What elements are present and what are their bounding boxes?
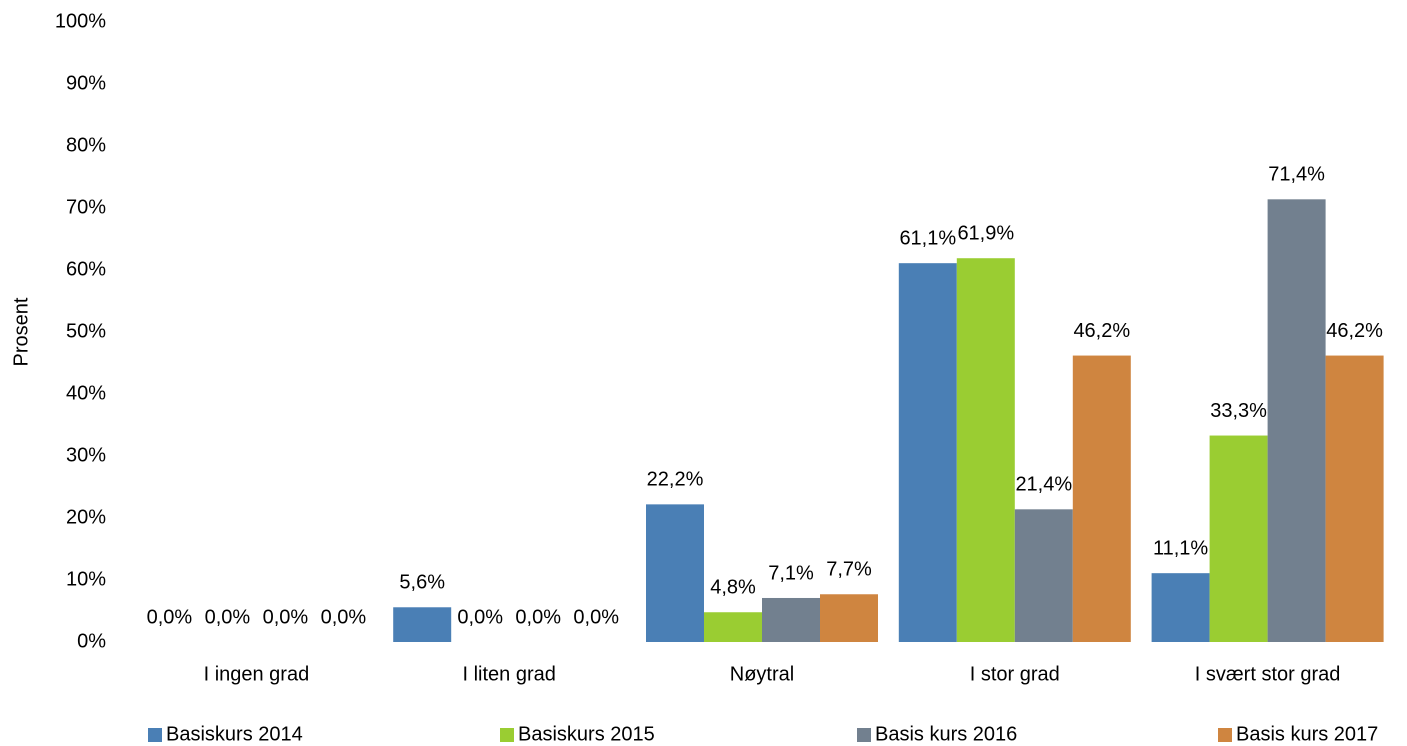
value-label: 4,8%: [710, 577, 756, 599]
bar: [1267, 199, 1326, 642]
value-label: 7,7%: [826, 559, 872, 581]
legend-label: Basiskurs 2015: [518, 723, 655, 745]
value-label: 0,0%: [263, 606, 309, 628]
x-tick-label: I ingen grad: [204, 663, 310, 685]
bar: [1151, 573, 1210, 642]
bar: [704, 612, 762, 642]
y-tick-label: 70%: [66, 196, 106, 218]
x-tick-label: I liten grad: [463, 663, 556, 685]
y-tick-label: 90%: [66, 72, 106, 94]
y-tick-label: 50%: [66, 320, 106, 342]
legend-label: Basis kurs 2016: [875, 723, 1017, 745]
bar: [820, 594, 878, 642]
value-label: 61,1%: [899, 227, 956, 249]
value-label: 61,9%: [957, 223, 1014, 245]
x-tick-label: Nøytral: [730, 663, 794, 685]
legend-swatch: [148, 728, 162, 742]
bar: [1325, 355, 1384, 642]
legend-label: Basis kurs 2017: [1236, 723, 1378, 745]
value-label: 11,1%: [1153, 537, 1208, 559]
value-label: 0,0%: [205, 606, 251, 628]
legend-swatch: [500, 728, 514, 742]
bar: [762, 597, 820, 642]
y-tick-label: 40%: [66, 382, 106, 404]
value-label: 46,2%: [1073, 320, 1130, 342]
value-label: 5,6%: [399, 572, 445, 594]
bar: [1072, 355, 1131, 642]
bar: [956, 258, 1015, 642]
legend-swatch: [1218, 728, 1232, 742]
bar: [1209, 435, 1268, 642]
value-label: 0,0%: [321, 606, 367, 628]
y-tick-label: 80%: [66, 134, 106, 156]
value-label: 22,2%: [647, 469, 704, 491]
value-label: 46,2%: [1326, 320, 1383, 342]
value-label: 33,3%: [1210, 400, 1267, 422]
y-tick-label: 20%: [66, 506, 106, 528]
y-tick-label: 100%: [55, 10, 106, 32]
legend-swatch: [857, 728, 871, 742]
value-label: 0,0%: [147, 606, 193, 628]
value-label: 7,1%: [768, 562, 814, 584]
y-axis-label: Prosent: [10, 297, 32, 366]
y-tick-label: 10%: [66, 568, 106, 590]
bar: [646, 504, 704, 642]
bar: [393, 607, 452, 642]
legend-label: Basiskurs 2014: [166, 723, 303, 745]
x-tick-label: I svært stor grad: [1195, 663, 1341, 685]
bar: [898, 263, 957, 642]
y-tick-label: 30%: [66, 444, 106, 466]
value-label: 0,0%: [573, 606, 619, 628]
value-label: 21,4%: [1015, 474, 1072, 496]
x-tick-label: I stor grad: [970, 663, 1060, 685]
bar: [1014, 509, 1073, 642]
value-label: 0,0%: [515, 606, 561, 628]
value-label: 0,0%: [457, 606, 503, 628]
y-tick-label: 60%: [66, 258, 106, 280]
y-tick-label: 0%: [77, 630, 106, 652]
value-label: 71,4%: [1268, 164, 1325, 186]
